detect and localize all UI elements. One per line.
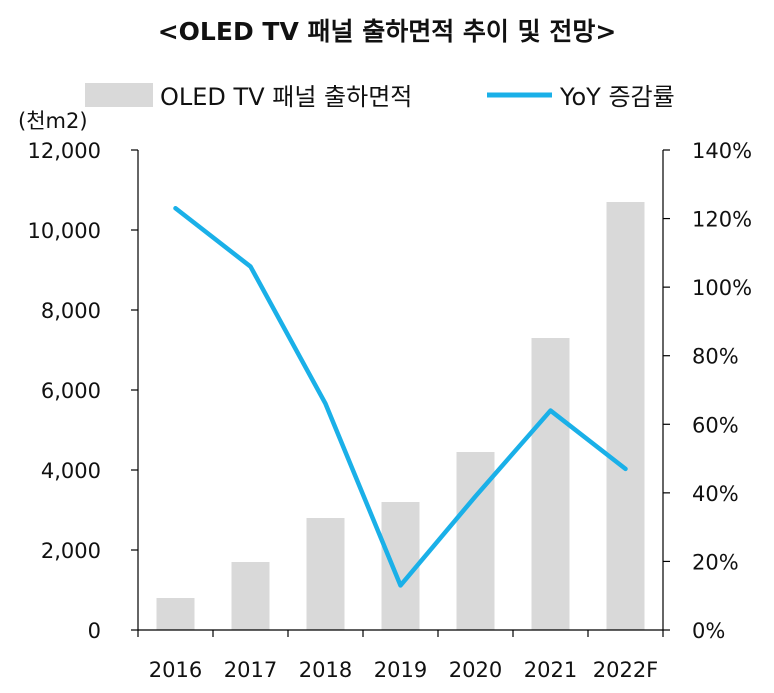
y2-tick-label: 0% [692, 619, 725, 643]
bar-series [156, 202, 645, 630]
y-tick-label: 0 [88, 619, 101, 643]
x-tick-label: 2017 [224, 658, 277, 682]
y-tick-label: 12,000 [28, 139, 101, 163]
bar-2016 [156, 598, 195, 630]
bar-2018 [306, 518, 345, 630]
y2-tick-label: 100% [692, 276, 752, 300]
x-tick-label: 2018 [299, 658, 352, 682]
x-tick-label: 2021 [524, 658, 577, 682]
y-tick-label: 4,000 [41, 459, 101, 483]
bar-2021 [531, 338, 570, 630]
y2-tick-label: 120% [692, 208, 752, 232]
legend-bar-swatch [85, 83, 153, 107]
legend: OLED TV 패널 출하면적 YoY 증감률 [85, 83, 675, 111]
y-tick-label: 8,000 [41, 299, 101, 323]
x-tick-label: 2019 [374, 658, 427, 682]
axes [131, 149, 670, 637]
legend-bar-label: OLED TV 패널 출하면적 [160, 83, 412, 111]
y-tick-label: 10,000 [28, 219, 101, 243]
y2-tick-label: 40% [692, 482, 739, 506]
y2-tick-label: 140% [692, 139, 752, 163]
chart-title: <OLED TV 패널 출하면적 추이 및 전망> [157, 17, 617, 46]
y-tick-label: 2,000 [41, 539, 101, 563]
x-tick-label: 2020 [449, 658, 502, 682]
y-axis-unit-label: (천m2) [18, 109, 88, 133]
y2-tick-label: 60% [692, 413, 739, 437]
x-tick-label: 2016 [149, 658, 202, 682]
bar-2022F [606, 202, 645, 630]
legend-line-label: YoY 증감률 [559, 83, 675, 111]
y2-tick-label: 20% [692, 550, 739, 574]
tick-labels: 0 2,000 4,000 6,000 8,000 10,000 12,000 0% 20% 40… [28, 139, 753, 682]
y2-tick-label: 80% [692, 345, 739, 369]
bar-2019 [381, 502, 420, 630]
line-series [173, 206, 628, 588]
y-tick-label: 6,000 [41, 379, 101, 403]
x-tick-label: 2022F [593, 658, 659, 682]
bar-2017 [231, 562, 270, 630]
